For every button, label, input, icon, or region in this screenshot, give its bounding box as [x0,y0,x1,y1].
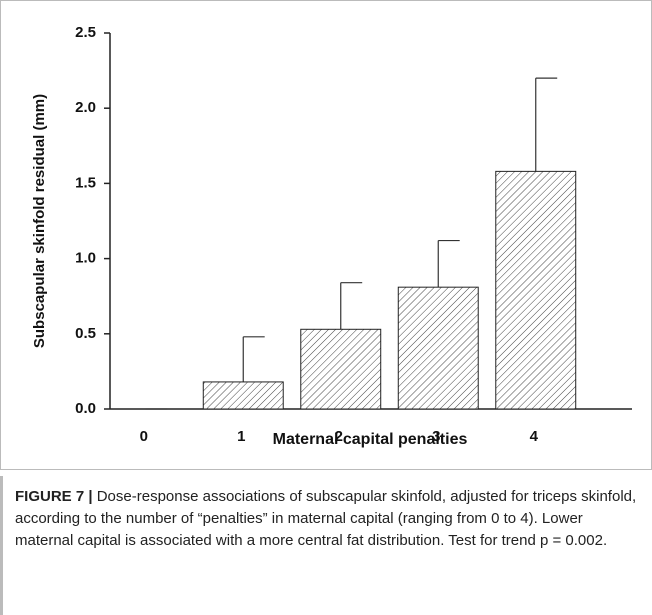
y-tick-label: 2.0 [75,99,96,116]
y-axis-label: Subscapular skinfold residual (mm) [31,94,48,348]
x-tick-label: 0 [140,428,148,445]
bar [202,381,284,410]
caption: FIGURE 7 | Dose-response associations of… [0,476,652,615]
x-tick-label: 3 [432,428,440,445]
y-tick-label: 0.5 [75,325,96,342]
y-tick-label: 1.0 [75,250,96,267]
x-tick-label: 2 [335,428,343,445]
caption-text: Dose-response associations of subscapula… [15,488,637,549]
x-tick-label: 1 [237,428,245,445]
chart: Subscapular skinfold residual (mm) Mater… [0,0,652,470]
y-tick-label: 0.0 [75,400,96,417]
y-tick-label: 1.5 [75,174,96,191]
caption-label: FIGURE 7 | [15,488,93,505]
bar [300,328,382,410]
y-tick-label: 2.5 [75,24,96,41]
x-axis-label: Maternal capital penalties [273,431,468,448]
bar [397,286,479,410]
x-tick-label: 4 [530,428,539,445]
bar [495,170,577,410]
